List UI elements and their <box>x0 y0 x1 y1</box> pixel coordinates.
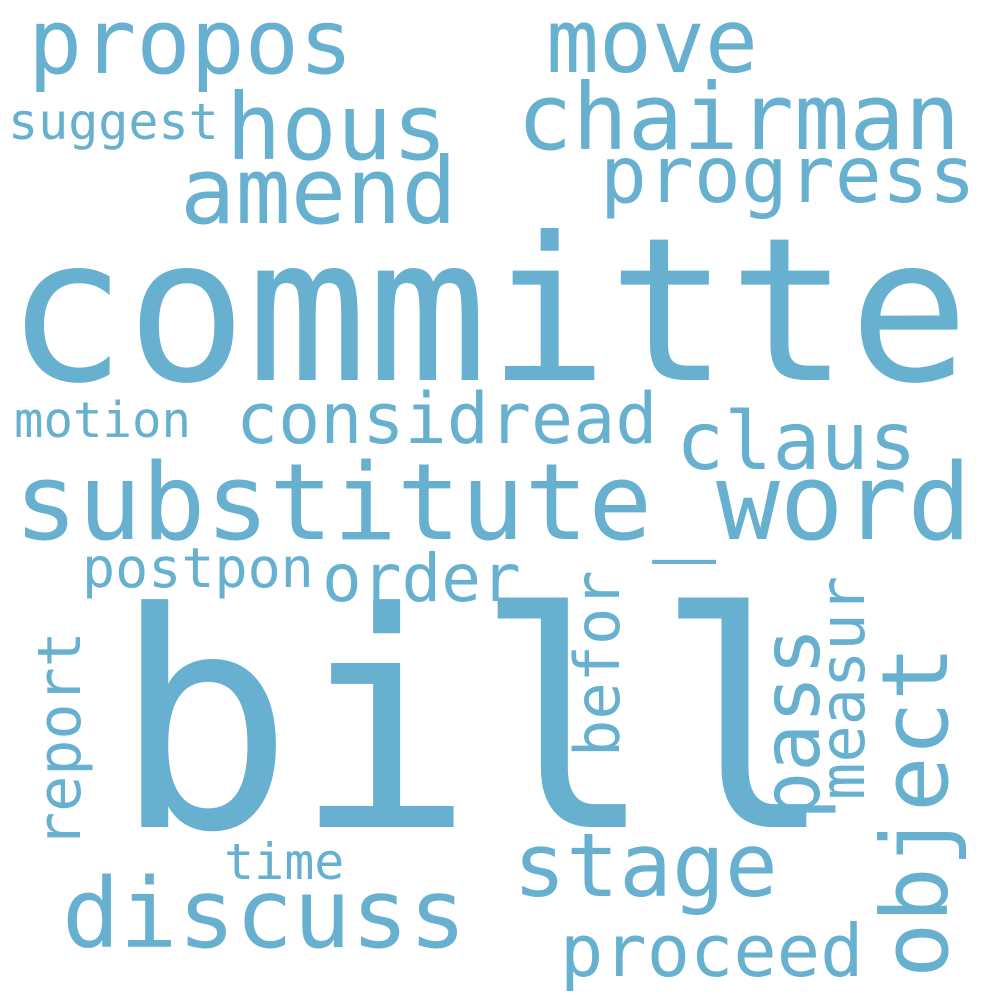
word-committe: committe <box>6 195 970 428</box>
word-discuss: discuss <box>62 858 467 970</box>
word-postpon: postpon <box>82 536 314 600</box>
word-suggest: suggest <box>8 93 219 151</box>
word-substitute-word: substitute_word <box>14 441 972 564</box>
word-order: order <box>322 540 521 617</box>
word-report: report <box>25 631 95 848</box>
word-chairman: chairman <box>517 64 961 171</box>
word-propos: propos <box>28 0 354 95</box>
word-motion: motion <box>14 392 192 449</box>
word-stage: stage <box>513 814 778 917</box>
word-hous: hous <box>226 74 448 181</box>
word-befor: befor <box>561 570 634 757</box>
word-pass: pass <box>745 627 838 820</box>
word-amend: amend <box>180 138 457 245</box>
word-claus: claus <box>676 395 917 488</box>
word-proceed: proceed <box>560 909 864 993</box>
word-considread: considread <box>236 378 658 460</box>
word-move: move <box>546 0 758 93</box>
word-time: time <box>224 833 345 891</box>
word-bill: bill <box>113 549 836 898</box>
word-object: object <box>862 645 969 978</box>
word-progress: progress <box>600 131 976 221</box>
